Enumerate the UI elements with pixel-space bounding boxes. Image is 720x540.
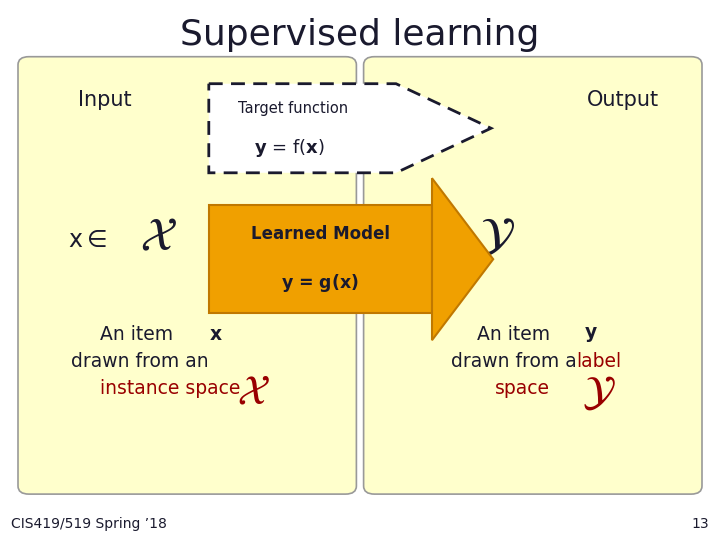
Text: $\mathcal{Y}$: $\mathcal{Y}$ <box>477 215 516 260</box>
Text: An item: An item <box>477 325 557 345</box>
Text: 13: 13 <box>692 517 709 531</box>
Text: $\mathcal{Y}$: $\mathcal{Y}$ <box>582 372 616 414</box>
Text: Input: Input <box>78 90 131 110</box>
Polygon shape <box>209 205 432 313</box>
Text: $\bf{x}$: $\bf{x}$ <box>209 325 222 345</box>
Polygon shape <box>209 84 491 173</box>
Text: x$\in$: x$\in$ <box>68 228 107 252</box>
FancyBboxPatch shape <box>18 57 356 494</box>
FancyBboxPatch shape <box>364 57 702 494</box>
Text: y$\in$: y$\in$ <box>407 227 446 253</box>
Text: space: space <box>495 379 550 399</box>
Text: drawn from a: drawn from a <box>451 352 582 372</box>
Text: instance space: instance space <box>100 379 240 399</box>
Text: $\mathcal{X}$: $\mathcal{X}$ <box>237 372 270 414</box>
Text: $\bf{y}$ = g($\bf{x}$): $\bf{y}$ = g($\bf{x}$) <box>282 273 359 294</box>
Text: $\mathcal{X}$: $\mathcal{X}$ <box>140 215 177 260</box>
Text: label: label <box>576 352 621 372</box>
Text: CIS419/519 Spring ’18: CIS419/519 Spring ’18 <box>11 517 166 531</box>
Text: An item: An item <box>100 325 179 345</box>
Text: drawn from an: drawn from an <box>71 352 209 372</box>
Text: Supervised learning: Supervised learning <box>180 18 540 52</box>
Text: $\bf{y}$ = f($\bf{x}$): $\bf{y}$ = f($\bf{x}$) <box>254 137 325 159</box>
Text: Learned Model: Learned Model <box>251 225 390 243</box>
Text: Output: Output <box>587 90 659 110</box>
Text: Target function: Target function <box>238 101 348 116</box>
Polygon shape <box>432 178 493 340</box>
Text: $\bf{y}$: $\bf{y}$ <box>584 325 598 345</box>
